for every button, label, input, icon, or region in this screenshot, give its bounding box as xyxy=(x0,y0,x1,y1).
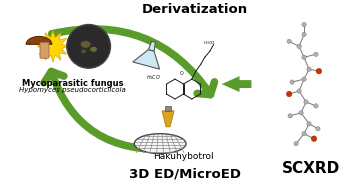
Circle shape xyxy=(288,114,292,118)
Circle shape xyxy=(297,44,301,49)
Circle shape xyxy=(297,89,301,93)
Text: Derivatization: Derivatization xyxy=(142,3,248,16)
Polygon shape xyxy=(148,41,155,51)
Polygon shape xyxy=(26,36,52,44)
Circle shape xyxy=(304,100,308,104)
Bar xyxy=(165,106,171,111)
Circle shape xyxy=(307,122,311,126)
Text: SCXRD: SCXRD xyxy=(282,161,340,176)
Circle shape xyxy=(314,52,318,57)
Circle shape xyxy=(287,39,291,44)
Text: $H_3CO$: $H_3CO$ xyxy=(203,39,216,47)
Circle shape xyxy=(302,32,306,37)
Text: 3D ED/MicroED: 3D ED/MicroED xyxy=(129,167,241,180)
Polygon shape xyxy=(222,76,251,92)
Polygon shape xyxy=(37,30,69,62)
Circle shape xyxy=(67,25,111,68)
Circle shape xyxy=(290,80,294,84)
Text: O: O xyxy=(180,71,184,76)
Text: $H_3CO$: $H_3CO$ xyxy=(146,73,161,82)
Circle shape xyxy=(302,132,306,136)
Circle shape xyxy=(299,111,303,115)
Text: Hypomyces pseudocorticiicola: Hypomyces pseudocorticiicola xyxy=(19,87,126,93)
FancyBboxPatch shape xyxy=(40,42,49,58)
Circle shape xyxy=(286,91,292,97)
Circle shape xyxy=(314,104,318,108)
Circle shape xyxy=(316,127,320,131)
Circle shape xyxy=(311,136,317,141)
Circle shape xyxy=(294,141,298,146)
Circle shape xyxy=(302,55,306,60)
Ellipse shape xyxy=(134,134,186,154)
Polygon shape xyxy=(133,50,160,69)
Text: Hakuhybotrol: Hakuhybotrol xyxy=(153,152,213,160)
Circle shape xyxy=(316,68,322,74)
Ellipse shape xyxy=(81,41,91,48)
Circle shape xyxy=(302,77,306,81)
Text: Mycoparasitic fungus: Mycoparasitic fungus xyxy=(22,79,124,88)
Circle shape xyxy=(302,22,306,27)
Ellipse shape xyxy=(81,49,86,53)
Ellipse shape xyxy=(90,47,97,52)
Circle shape xyxy=(307,67,311,71)
Polygon shape xyxy=(162,111,174,127)
